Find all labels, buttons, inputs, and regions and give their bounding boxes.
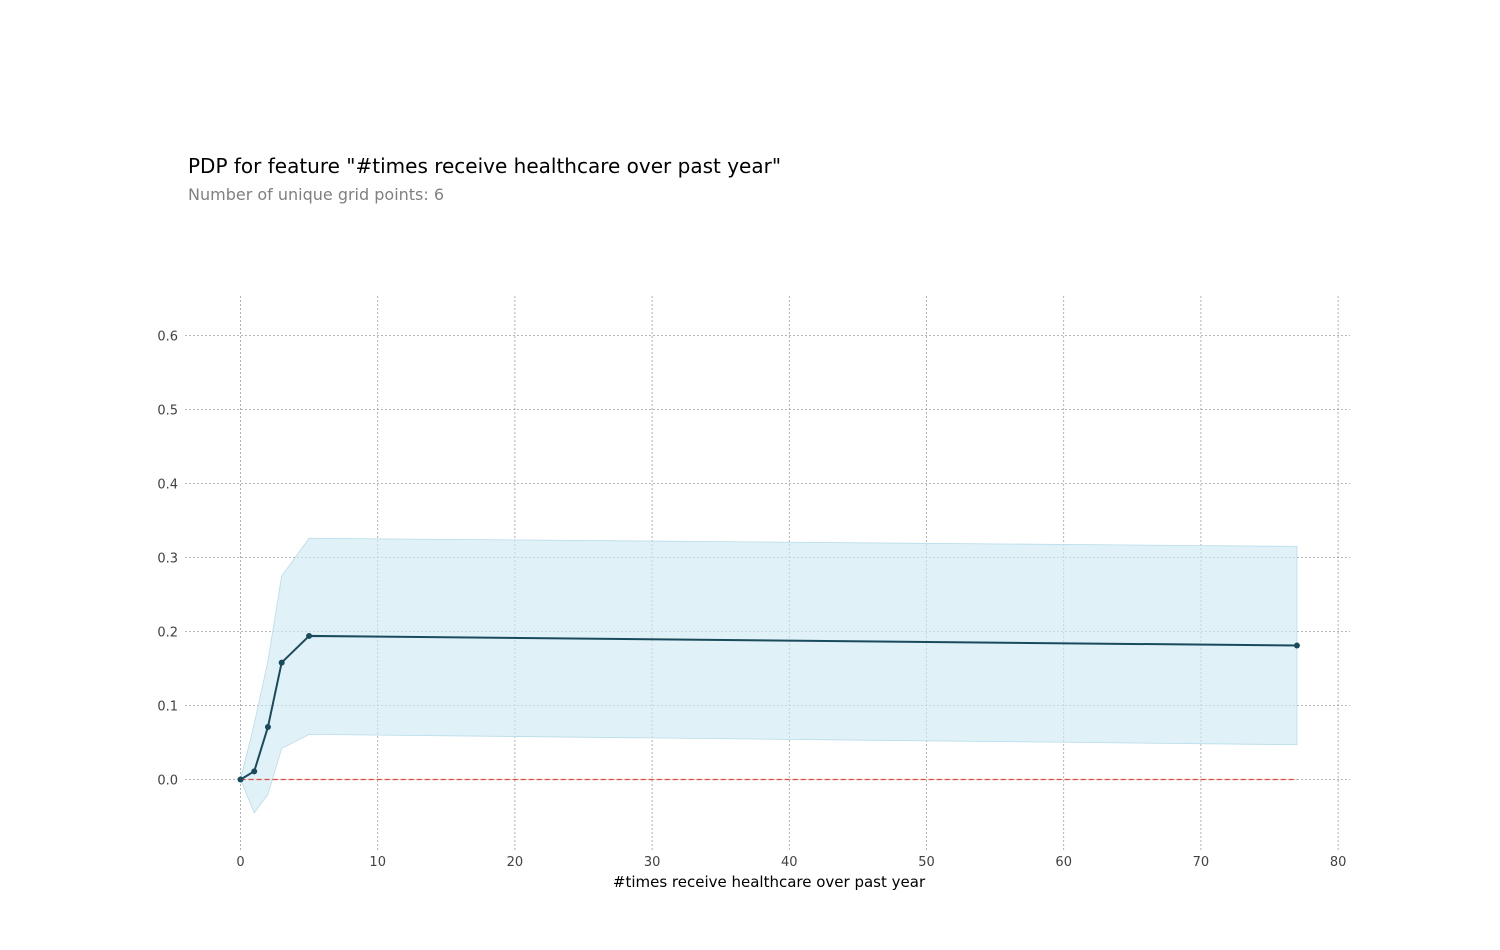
confidence-band-layer: [240, 537, 1298, 814]
x-tick-label: 80: [1330, 855, 1347, 870]
x-tick-labels: 0 10 20 30 40 50 60 70 80: [236, 855, 1346, 870]
x-tick-label: 40: [781, 855, 798, 870]
x-tick-label: 50: [918, 855, 935, 870]
x-tick-label: 60: [1055, 855, 1072, 870]
x-tick-label: 30: [644, 855, 661, 870]
y-tick-label: 0.5: [157, 404, 178, 419]
pdp-point: [237, 776, 244, 783]
pdp-point: [251, 768, 258, 775]
x-tick-label: 20: [507, 855, 524, 870]
pdp-point: [306, 632, 313, 639]
pdp-points-layer: [237, 632, 1300, 783]
y-tick-label: 0.3: [157, 552, 178, 567]
confidence-band: [240, 537, 1298, 814]
x-tick-label: 0: [236, 855, 244, 870]
y-tick-label: 0.0: [157, 774, 178, 789]
chart-title: PDP for feature "#times receive healthca…: [188, 154, 782, 178]
pdp-point: [1293, 642, 1300, 649]
chart-subtitle: Number of unique grid points: 6: [188, 185, 445, 204]
x-axis-label: #times receive healthcare over past year: [613, 873, 926, 891]
y-tick-label: 0.1: [157, 700, 178, 715]
x-tick-label: 10: [369, 855, 386, 870]
x-tick-label: 70: [1193, 855, 1210, 870]
y-tick-labels: 0.0 0.1 0.2 0.3 0.4 0.5 0.6: [157, 330, 178, 789]
pdp-point: [264, 723, 271, 730]
pdp-point: [278, 659, 285, 666]
y-tick-label: 0.6: [157, 330, 178, 345]
y-tick-label: 0.2: [157, 626, 178, 641]
y-tick-label: 0.4: [157, 478, 178, 493]
